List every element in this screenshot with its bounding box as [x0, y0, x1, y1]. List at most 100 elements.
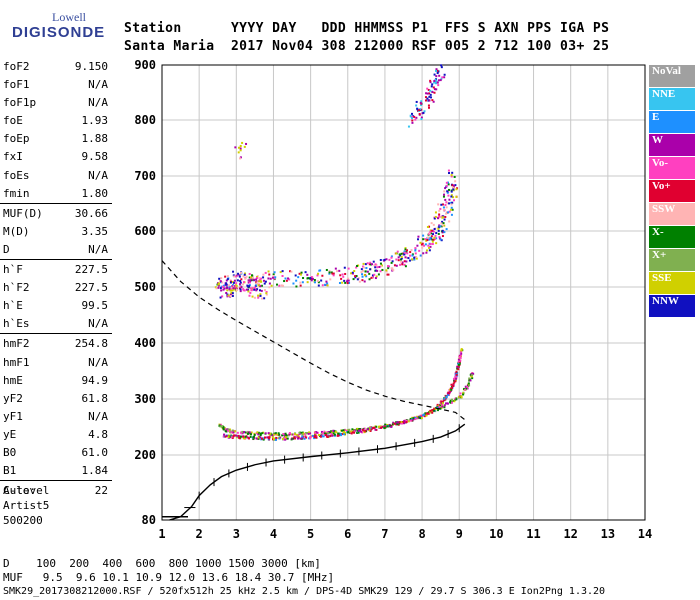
- echo-o-point: [281, 437, 284, 440]
- echo-second-hop-point: [432, 233, 435, 236]
- echo-x-point: [460, 396, 463, 399]
- echo-second-hop-point: [379, 265, 382, 268]
- param-row: foF2 9.150: [0, 58, 112, 76]
- echo-second-hop-point: [428, 232, 431, 235]
- echo-upper-point: [428, 106, 431, 109]
- echo-clutter-point: [237, 146, 240, 149]
- param-name: foEs: [3, 168, 30, 182]
- echo-x-point: [274, 433, 277, 436]
- echo-second-hop-point: [297, 276, 300, 279]
- echo-second-hop-point: [414, 249, 417, 252]
- echo-second-hop-point: [363, 266, 366, 269]
- echo-o-point: [447, 391, 450, 394]
- echo-o-point: [294, 437, 297, 440]
- x-tick-label: 4: [270, 527, 277, 541]
- echo-o-point: [440, 402, 443, 405]
- echo-upper-point: [411, 117, 414, 120]
- echo-second-hop-point: [403, 250, 406, 253]
- param-row: fxI 9.58: [0, 148, 112, 166]
- echo-x-point: [466, 385, 469, 388]
- echo-second-hop-point: [374, 277, 377, 280]
- echo-second-hop-point: [361, 279, 364, 282]
- echo-second-hop-point: [441, 203, 444, 206]
- echo-second-hop-point: [407, 257, 410, 260]
- echo-second-hop-point: [451, 201, 454, 204]
- echo-second-hop-point: [222, 288, 225, 291]
- echo-second-hop-point: [268, 273, 271, 276]
- echo-upper-point: [431, 99, 434, 102]
- echo-x-point: [302, 432, 305, 435]
- echo-second-hop-point: [350, 272, 353, 275]
- echo-x-point: [281, 434, 284, 437]
- echo-clutter-point: [231, 294, 234, 297]
- echo-x-point: [443, 404, 446, 407]
- echo-x-point: [253, 433, 256, 436]
- echo-clutter-point: [225, 279, 228, 282]
- footer-info-row: SMK29_2017308212000.RSF / 520fx512h 25 k…: [3, 586, 606, 597]
- echo-second-hop-point: [429, 229, 432, 232]
- echo-x-point: [348, 428, 351, 431]
- echo-o-point: [410, 419, 413, 422]
- echo-second-hop-point: [351, 272, 354, 275]
- echo-o-point: [322, 435, 325, 438]
- echo-second-hop-point: [411, 254, 414, 257]
- echo-second-hop-point: [431, 243, 434, 246]
- echo-clutter-point: [221, 281, 224, 284]
- echo-upper-point: [429, 89, 432, 92]
- echo-second-hop-point: [443, 193, 446, 196]
- echo-x-point: [450, 398, 453, 401]
- echo-o-point: [350, 432, 353, 435]
- echo-second-hop-point: [433, 217, 436, 220]
- param-divider: [0, 259, 112, 261]
- echo-x-point: [335, 431, 338, 434]
- echo-second-hop-point: [452, 196, 455, 199]
- x-tick-label: 2: [196, 527, 203, 541]
- echo-clutter-point: [231, 285, 234, 288]
- echo-o-point: [244, 436, 247, 439]
- echo-second-hop-point: [385, 258, 388, 261]
- parameter-panel: foF2 9.150 foF1 N/A foF1p N/A foE 1.93 foEp 1.88 f…: [0, 58, 112, 500]
- echo-second-hop-point: [276, 283, 279, 286]
- param-value: 227.5: [74, 263, 108, 277]
- echo-second-hop-point: [446, 181, 449, 184]
- echo-second-hop-point: [450, 194, 453, 197]
- echo-o-point: [304, 436, 307, 439]
- echo-o-point: [386, 425, 389, 428]
- echo-second-hop-point: [447, 183, 450, 186]
- echo-o-point: [357, 429, 360, 432]
- echo-o-point: [230, 436, 233, 439]
- echo-clutter-point: [242, 288, 245, 291]
- echo-o-point: [330, 432, 333, 435]
- echo-o-point: [445, 396, 448, 399]
- echo-second-hop-point: [428, 246, 431, 249]
- echo-second-hop-point: [255, 281, 258, 284]
- param-value: N/A: [88, 242, 108, 256]
- echo-x-point: [219, 425, 222, 428]
- echo-o-point: [369, 429, 372, 432]
- echo-clutter-point: [248, 272, 251, 275]
- echo-clutter-point: [226, 278, 229, 281]
- echo-x-point: [454, 398, 457, 401]
- echo-o-point: [343, 433, 346, 436]
- plot-frame: [161, 64, 646, 521]
- echo-upper-point: [434, 78, 437, 81]
- echo-second-hop-point: [321, 274, 324, 277]
- echo-x-point: [232, 431, 235, 434]
- echo-o-point: [292, 437, 295, 440]
- echo-clutter-point: [257, 296, 260, 299]
- echo-o-point: [353, 430, 356, 433]
- y-tick-label: 800: [134, 113, 156, 127]
- echo-upper-point: [426, 92, 429, 95]
- echo-o-point: [458, 360, 461, 363]
- echo-x-point: [436, 409, 439, 412]
- param-value: 61.0: [81, 445, 109, 459]
- echo-o-point: [273, 437, 276, 440]
- echo-upper-point: [418, 109, 421, 112]
- echo-x-point: [428, 411, 431, 414]
- echo-second-hop-point: [427, 236, 430, 239]
- echo-x-point: [441, 405, 444, 408]
- echo-o-point: [341, 433, 344, 436]
- echo-o-point: [337, 434, 340, 437]
- echo-x-point: [411, 416, 414, 419]
- echo-o-point: [356, 431, 359, 434]
